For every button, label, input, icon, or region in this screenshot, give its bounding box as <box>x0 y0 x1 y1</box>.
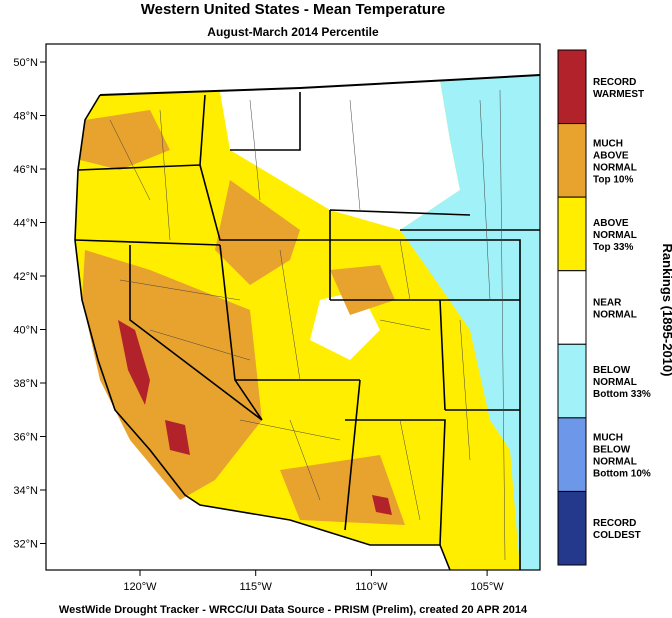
legend-label: ABOVE <box>593 218 629 229</box>
lat-label: 38°N <box>13 378 38 390</box>
legend-swatch <box>557 343 587 419</box>
lat-label: 32°N <box>13 539 38 551</box>
area-near-normal <box>220 80 460 230</box>
area-record-warm <box>165 420 190 455</box>
legend-title: Rankings (1895-2010) <box>660 244 672 377</box>
legend-label: RECORD <box>593 77 636 88</box>
lon-label: 110°W <box>355 581 388 593</box>
lon-label: 115°W <box>240 581 273 593</box>
lat-label: 42°N <box>13 271 38 283</box>
lat-label: 44°N <box>13 218 38 230</box>
legend-label: COLDEST <box>593 530 641 541</box>
lat-label: 40°N <box>13 325 38 337</box>
legend-label: BELOW <box>593 365 631 376</box>
area-much-above <box>280 455 405 525</box>
lat-label: 46°N <box>13 164 38 176</box>
legend-label: NORMAL <box>593 457 637 468</box>
legend-label: MUCH <box>593 433 623 444</box>
area-much-above <box>330 265 395 315</box>
lat-label: 50°N <box>13 57 38 69</box>
area-record-warm <box>118 320 150 405</box>
map: 50°N 48°N 46°N 44°N 42°N 40°N 38°N 36°N 34°N 32°N… <box>13 43 541 593</box>
legend-label: Top 33% <box>593 242 633 253</box>
lon-label: 120°W <box>123 581 157 593</box>
legend-label: Top 10% <box>593 174 633 185</box>
legend-label: RECORD <box>593 518 636 529</box>
lon-axis: 120°W 115°W 110°W 105°W <box>123 570 504 593</box>
area-much-above <box>80 110 170 170</box>
lat-axis: 50°N 48°N 46°N 44°N 42°N 40°N 38°N 36°N 34°N 32°N <box>13 57 46 551</box>
legend-swatch <box>557 417 587 492</box>
legend-label: WARMEST <box>593 89 644 100</box>
area-record-warm <box>372 495 392 515</box>
legend-swatch <box>557 490 587 566</box>
legend-label: ABOVE <box>593 150 629 161</box>
map-frame <box>45 43 541 571</box>
legend: Rankings (1895-2010) RECORDWARMESTMUCHAB… <box>557 49 672 566</box>
area-much-above <box>215 180 300 285</box>
legend-label: BELOW <box>593 445 631 456</box>
legend-swatch <box>557 49 587 125</box>
area-much-above <box>82 250 262 500</box>
title: Western United States - Mean Temperature <box>141 1 446 18</box>
legend-swatch <box>557 123 587 198</box>
legend-label: Bottom 33% <box>593 389 651 400</box>
lat-label: 34°N <box>13 485 38 497</box>
county-borders <box>109 89 506 561</box>
legend-swatch <box>557 196 587 272</box>
lon-label: 105°W <box>471 581 505 593</box>
lat-label: 36°N <box>13 432 38 444</box>
footer: WestWide Drought Tracker - WRCC/UI Data … <box>59 604 528 616</box>
legend-label: MUCH <box>593 138 623 149</box>
legend-label: Bottom 10% <box>593 469 651 480</box>
legend-swatch <box>557 270 587 345</box>
legend-label: NORMAL <box>593 377 637 388</box>
legend-label: NORMAL <box>593 162 637 173</box>
lat-label: 48°N <box>13 111 38 123</box>
legend-label: NORMAL <box>593 230 637 241</box>
state-borders <box>74 74 540 570</box>
area-below-normal <box>400 75 540 570</box>
legend-label: NEAR <box>593 298 622 309</box>
legend-label: NORMAL <box>593 310 637 321</box>
subtitle: August-March 2014 Percentile <box>207 25 379 39</box>
